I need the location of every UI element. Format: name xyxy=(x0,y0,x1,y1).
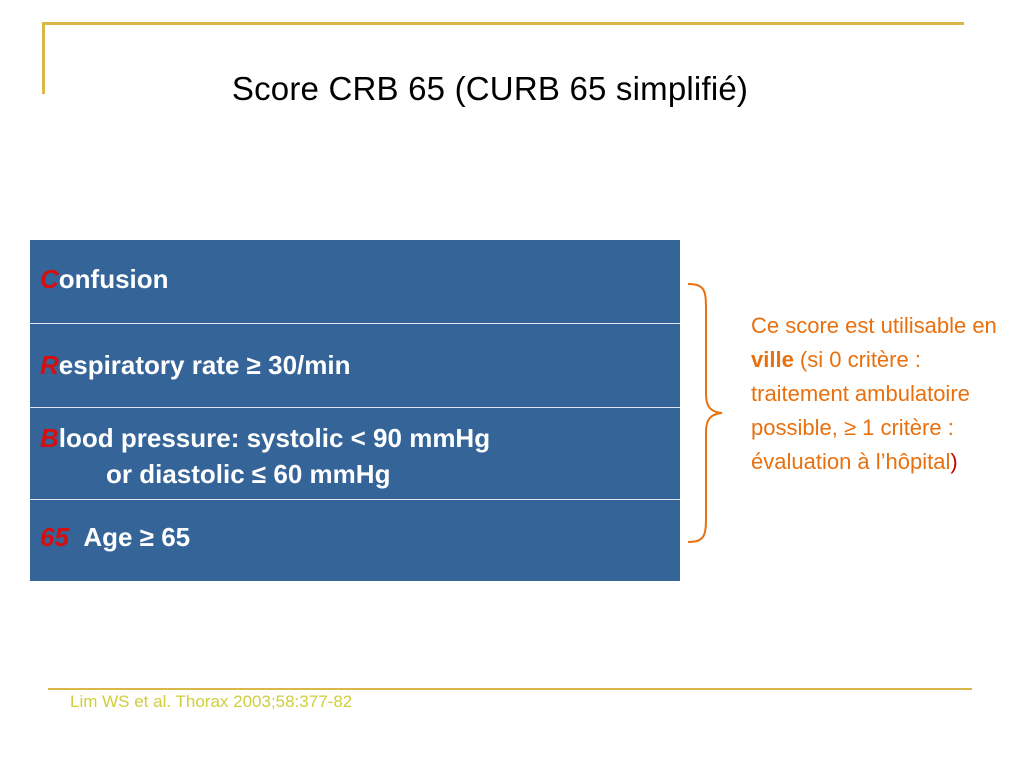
criterion-row-respiratory: Respiratory rate ≥ 30/min xyxy=(30,324,680,407)
criterion-row-age: 65 Age ≥ 65 xyxy=(30,500,680,581)
curly-brace-icon xyxy=(687,283,723,543)
criterion-initial: C xyxy=(40,264,59,294)
decorative-top-rule xyxy=(42,22,964,25)
criterion-label-continued: or diastolic ≤ 60 mmHg xyxy=(106,459,391,489)
criterion-label: onfusion xyxy=(58,264,169,294)
footer-rule xyxy=(48,688,972,690)
criterion-initial: R xyxy=(40,350,59,380)
criterion-initial: B xyxy=(40,423,59,453)
citation-reference: Lim WS et al. Thorax 2003;58:377-82 xyxy=(70,692,353,711)
note-emphasis: ville xyxy=(751,347,794,372)
row-divider xyxy=(30,499,680,500)
row-divider xyxy=(30,323,680,324)
criterion-row-blood-pressure: Blood pressure: systolic < 90 mmHg or di… xyxy=(30,408,680,499)
criterion-label: espiratory rate ≥ 30/min xyxy=(58,350,351,380)
criterion-label: lood pressure: systolic < 90 mmHg xyxy=(58,423,491,453)
criterion-row-confusion: Confusion xyxy=(30,240,680,323)
row-divider xyxy=(30,407,680,408)
decorative-left-rule xyxy=(42,22,45,94)
slide-title: Score CRB 65 (CURB 65 simplifié) xyxy=(231,70,749,107)
crb65-criteria-table: Confusion Respiratory rate ≥ 30/min Bloo… xyxy=(30,240,680,581)
usage-note: Ce score est utilisable en ville (si 0 c… xyxy=(751,313,997,474)
criterion-label: Age ≥ 65 xyxy=(83,522,191,552)
criterion-initial: 65 xyxy=(40,522,69,552)
